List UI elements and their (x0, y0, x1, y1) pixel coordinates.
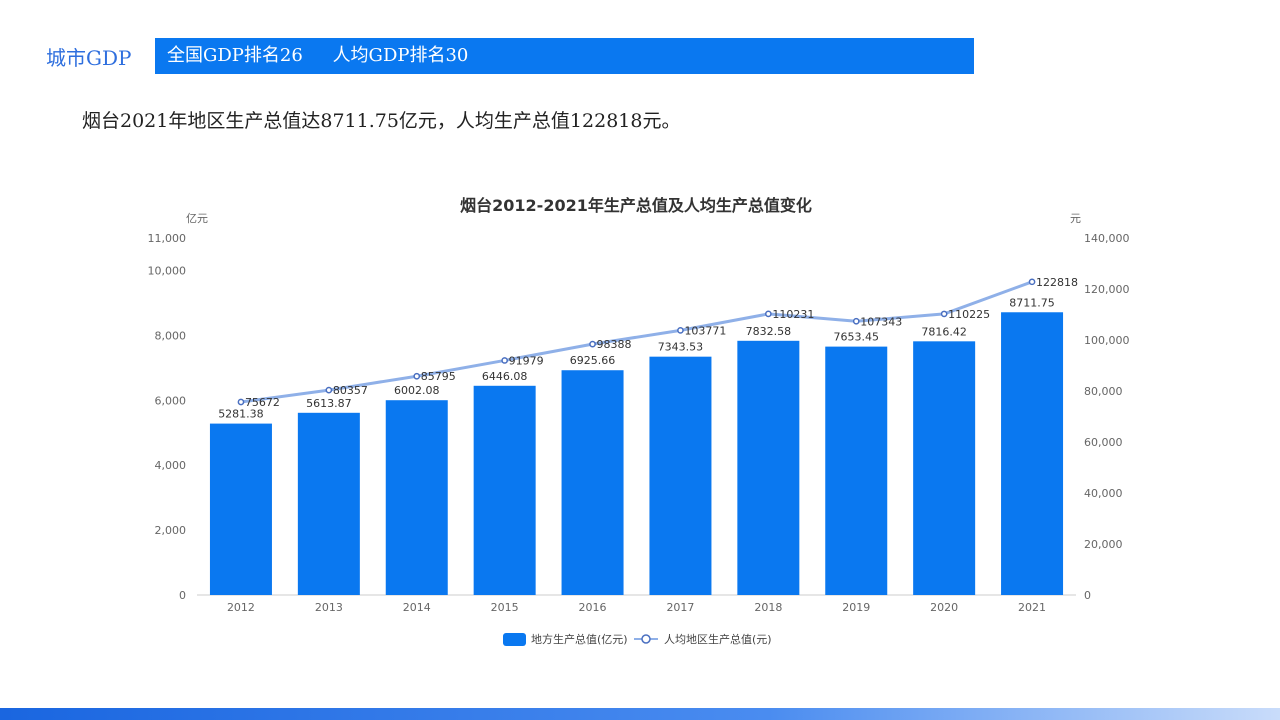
y-right-tick-label: 100,000 (1084, 334, 1130, 347)
y-right-tick-label: 40,000 (1084, 487, 1123, 500)
per-capita-series-line (240, 280, 1033, 404)
per-capita-value-label: 110231 (772, 308, 814, 321)
bar[interactable] (1001, 312, 1064, 595)
y-right-tick-label: 80,000 (1084, 385, 1123, 398)
per-capita-point[interactable] (765, 310, 772, 318)
y-left-tick-label: 4,000 (155, 459, 187, 472)
bar-value-label: 8711.75 (1009, 296, 1055, 309)
y-left-tick-label: 2,000 (155, 524, 187, 537)
y-right-tick-label: 60,000 (1084, 436, 1123, 449)
per-capita-point[interactable] (501, 357, 508, 364)
per-capita-value-label: 110225 (948, 308, 990, 321)
legend-line-marker[interactable] (641, 634, 651, 644)
per-capita-value-label: 80357 (333, 384, 368, 397)
bar-value-label: 7653.45 (834, 331, 880, 344)
y-left-tick-label: 10,000 (148, 264, 187, 277)
legend-bar-swatch[interactable] (503, 633, 526, 646)
per-capita-point[interactable] (852, 317, 860, 325)
x-tick-label: 2012 (227, 601, 255, 614)
per-capita-value-label: 98388 (597, 338, 632, 351)
x-tick-label: 2021 (1018, 601, 1046, 614)
per-capita-point[interactable] (589, 340, 596, 348)
x-tick-label: 2020 (930, 601, 958, 614)
y-left-tick-label: 6,000 (155, 394, 187, 407)
legend-bar-label[interactable]: 地方生产总值(亿元) (531, 632, 628, 646)
per-capita-value-label: 75672 (245, 396, 280, 409)
x-tick-label: 2015 (491, 601, 519, 614)
y-right-tick-label: 120,000 (1084, 283, 1130, 296)
y-right-unit: 元 (1070, 212, 1081, 225)
y-left-tick-label: 0 (179, 589, 186, 602)
x-tick-label: 2019 (842, 601, 870, 614)
per-capita-point[interactable] (325, 386, 333, 394)
bar[interactable] (385, 400, 448, 595)
per-capita-point[interactable] (1028, 278, 1036, 286)
bar-value-label: 7816.42 (921, 325, 967, 338)
y-left-tick-label: 8,000 (155, 329, 187, 342)
bar[interactable] (825, 346, 888, 595)
y-right-tick-label: 140,000 (1084, 232, 1130, 245)
per-capita-point[interactable] (237, 398, 245, 406)
x-tick-label: 2013 (315, 601, 343, 614)
per-capita-point[interactable] (413, 372, 421, 380)
per-capita-value-label: 91979 (509, 354, 544, 367)
legend-line-label[interactable]: 人均地区生产总值(元) (664, 632, 772, 646)
x-tick-label: 2016 (579, 601, 607, 614)
bar-value-label: 6002.08 (394, 384, 440, 397)
bottom-accent-band (0, 708, 1280, 720)
y-right-tick-label: 0 (1084, 589, 1091, 602)
national-gdp-rank: 全国GDP排名26 (167, 45, 303, 66)
section-label: 城市GDP (46, 46, 132, 70)
chart-title: 烟台2012-2021年生产总值及人均生产总值变化 (460, 196, 812, 215)
per-capita-point[interactable] (940, 310, 948, 318)
bar[interactable] (473, 385, 536, 595)
bar-value-label: 7343.53 (658, 341, 704, 354)
bar[interactable] (913, 341, 976, 595)
bar-value-label: 7832.58 (746, 325, 792, 338)
y-left-unit: 亿元 (186, 212, 208, 225)
bar-value-label: 5613.87 (306, 397, 352, 410)
y-right-tick-label: 20,000 (1084, 538, 1123, 551)
per-capita-value-label: 85795 (421, 370, 456, 383)
x-tick-label: 2014 (403, 601, 431, 614)
per-capita-gdp-rank: 人均GDP排名30 (332, 45, 469, 66)
bar[interactable] (561, 370, 624, 595)
per-capita-value-label: 103771 (684, 324, 726, 337)
bar-value-label: 5281.38 (218, 408, 264, 421)
bar[interactable] (209, 423, 272, 595)
bar-value-label: 6446.08 (482, 370, 528, 383)
x-tick-label: 2017 (666, 601, 694, 614)
bar[interactable] (649, 356, 712, 595)
per-capita-value-label: 122818 (1036, 276, 1078, 289)
per-capita-value-label: 107343 (860, 315, 902, 328)
summary-text: 烟台2021年地区生产总值达8711.75亿元，人均生产总值122818元。 (82, 110, 681, 132)
rank-banner: 全国GDP排名26 人均GDP排名30 (155, 38, 974, 74)
y-left-tick-label: 11,000 (148, 232, 187, 245)
per-capita-point[interactable] (677, 327, 684, 334)
x-tick-label: 2018 (754, 601, 782, 614)
legend: 地方生产总值(亿元) 人均地区生产总值(元) (503, 632, 772, 646)
bar[interactable] (297, 412, 360, 595)
bar[interactable] (737, 340, 800, 595)
bar-value-label: 6925.66 (570, 354, 616, 367)
